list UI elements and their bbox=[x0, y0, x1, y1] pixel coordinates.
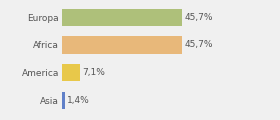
Text: 45,7%: 45,7% bbox=[184, 41, 213, 49]
Bar bbox=[62, 36, 182, 54]
Bar bbox=[62, 92, 65, 109]
Text: 7,1%: 7,1% bbox=[82, 68, 105, 77]
Text: 45,7%: 45,7% bbox=[184, 13, 213, 22]
Bar bbox=[62, 64, 80, 81]
Bar bbox=[62, 9, 182, 26]
Text: 1,4%: 1,4% bbox=[67, 96, 90, 105]
